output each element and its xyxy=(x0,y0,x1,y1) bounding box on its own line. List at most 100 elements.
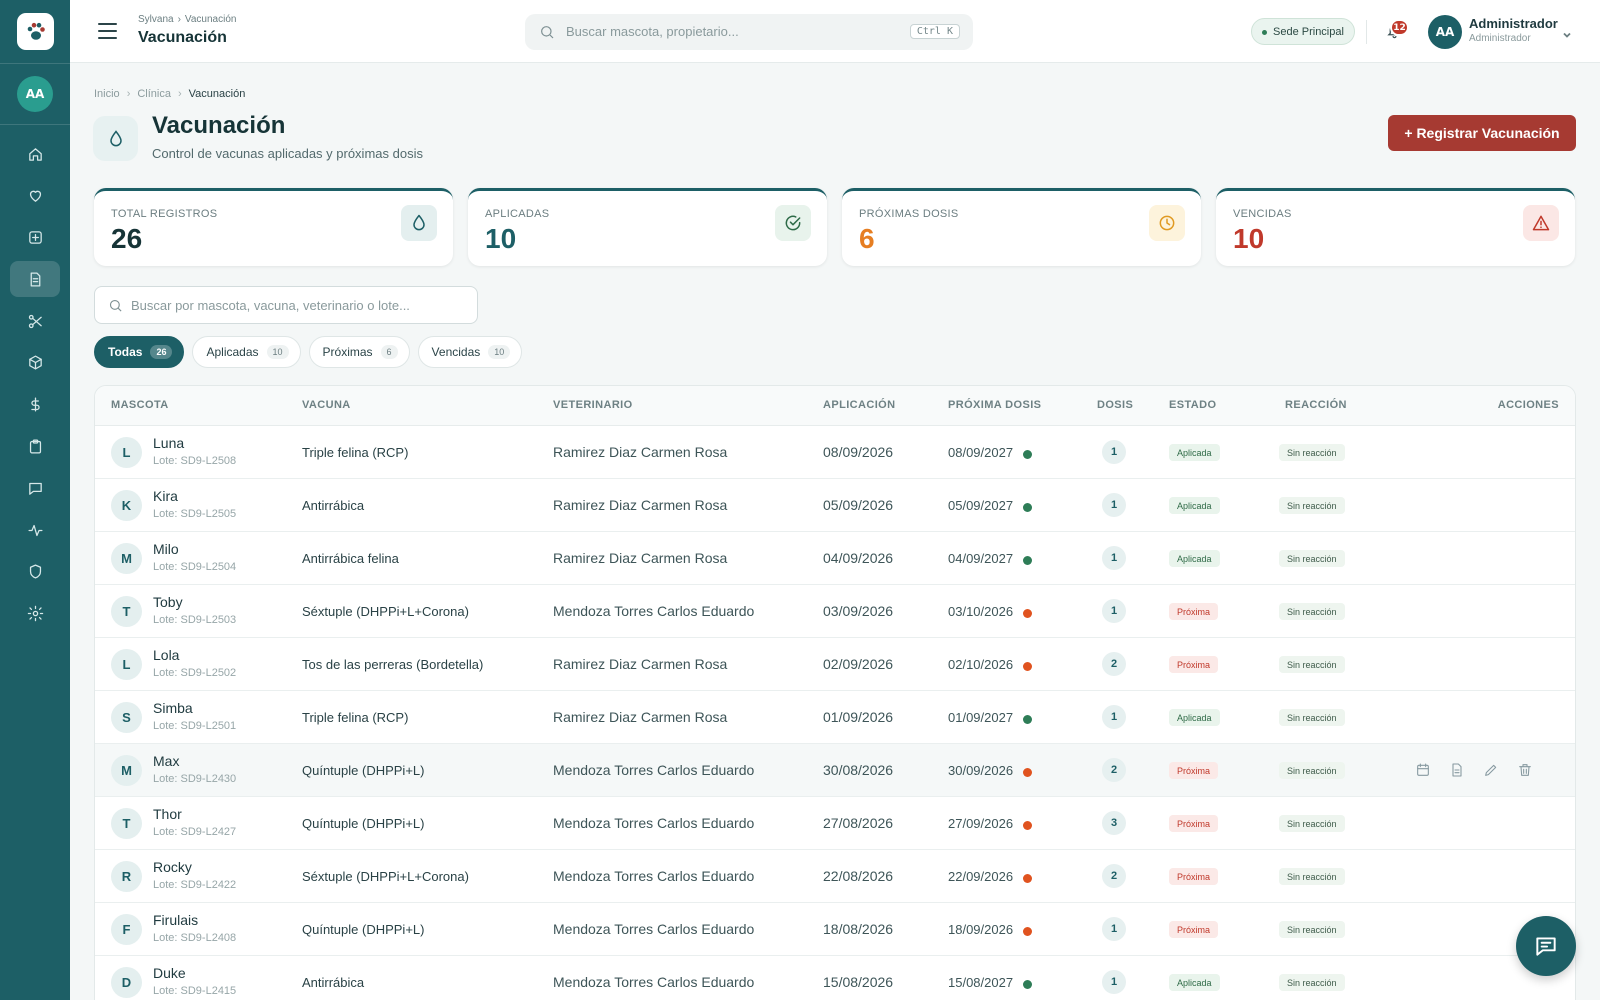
column-header[interactable]: PRÓXIMA DOSIS xyxy=(948,399,1042,411)
branch-selector[interactable]: Sede Principal xyxy=(1251,18,1355,45)
trash-icon[interactable] xyxy=(1517,762,1533,782)
top-breadcrumb-root[interactable]: Sylvana xyxy=(138,14,174,25)
application-date: 03/09/2026 xyxy=(823,603,894,619)
sidebar-item-gear[interactable] xyxy=(10,596,60,632)
stat-card: PRÓXIMAS DOSIS 6 xyxy=(842,188,1201,266)
shield-icon xyxy=(29,564,41,579)
chat-fab-button[interactable] xyxy=(1516,916,1576,976)
edit-icon[interactable] xyxy=(1483,762,1499,782)
pet-lote: Lote: SD9-L2502 xyxy=(153,667,237,679)
register-vaccination-button[interactable]: + Registrar Vacunación xyxy=(1388,115,1576,151)
column-header[interactable]: ESTADO xyxy=(1169,399,1217,411)
status-badge: Próxima xyxy=(1169,868,1219,885)
dose-number: 2 xyxy=(1102,652,1126,676)
pet-name[interactable]: Max xyxy=(153,753,180,769)
calendar-icon[interactable] xyxy=(1415,762,1431,782)
box-icon xyxy=(28,355,42,370)
table-row[interactable]: R Rocky Lote: SD9-L2422 Séxtuple (DHPPi+L+C… xyxy=(95,850,1575,903)
sidebar-item-document[interactable] xyxy=(10,261,60,298)
sidebar-item-clipboard[interactable] xyxy=(10,429,60,465)
sidebar-item-scissors[interactable] xyxy=(10,303,60,339)
breadcrumb-current: Vacunación xyxy=(188,88,246,100)
sidebar-item-dollar[interactable] xyxy=(10,387,60,423)
pet-name[interactable]: Thor xyxy=(153,806,182,822)
column-header[interactable]: VACUNA xyxy=(302,399,351,411)
table-row[interactable]: L Luna Lote: SD9-L2508 Triple felina (RCP) R… xyxy=(95,426,1575,479)
column-header[interactable]: REACCIÓN xyxy=(1285,399,1347,411)
table-row[interactable]: M Max Lote: SD9-L2430 Quíntuple (DHPPi+L) Me… xyxy=(95,744,1575,797)
filter-count-badge: 10 xyxy=(488,345,511,359)
pet-name[interactable]: Lola xyxy=(153,647,180,663)
filter-chip-todas[interactable]: Todas 26 xyxy=(94,336,185,368)
page-title: Vacunación xyxy=(152,112,286,139)
pet-name[interactable]: Toby xyxy=(153,594,183,610)
sidebar-item-medical-plus[interactable] xyxy=(10,220,60,256)
sidebar-divider xyxy=(0,124,70,125)
table-row[interactable]: M Milo Lote: SD9-L2504 Antirrábica felina Ra… xyxy=(95,532,1575,585)
sidebar-item-heart[interactable] xyxy=(10,178,60,214)
global-search-input[interactable]: Buscar mascota, propietario... Ctrl K xyxy=(525,14,973,50)
pet-name[interactable]: Firulais xyxy=(153,912,199,928)
vaccine-name: Séxtuple (DHPPi+L+Corona) xyxy=(302,604,469,619)
veterinarian-name: Ramirez Diaz Carmen Rosa xyxy=(553,497,728,513)
filter-count-badge: 10 xyxy=(266,345,289,359)
pet-name[interactable]: Luna xyxy=(153,435,185,451)
pet-name[interactable]: Simba xyxy=(153,700,193,716)
table-row[interactable]: S Simba Lote: SD9-L2501 Triple felina (RCP)… xyxy=(95,691,1575,744)
pet-name[interactable]: Rocky xyxy=(153,859,192,875)
pet-name[interactable]: Milo xyxy=(153,541,179,557)
breadcrumb-section[interactable]: Clínica xyxy=(137,88,171,100)
reaction-badge: Sin reacción xyxy=(1279,868,1345,885)
table-row[interactable]: D Duke Lote: SD9-L2415 Antirrábica Mendoza T… xyxy=(95,956,1575,1000)
pet-name[interactable]: Kira xyxy=(153,488,178,504)
filter-label: Próximas xyxy=(322,345,373,359)
stat-label: TOTAL REGISTROS xyxy=(111,208,218,220)
chevron-down-icon[interactable] xyxy=(1562,25,1572,38)
pet-lote: Lote: SD9-L2508 xyxy=(153,455,237,467)
next-dose-date: 01/09/2027 xyxy=(948,710,1014,725)
status-dot xyxy=(1023,980,1032,989)
sidebar-item-home[interactable] xyxy=(10,136,60,172)
reaction-badge: Sin reacción xyxy=(1279,550,1345,567)
file-icon[interactable] xyxy=(1449,762,1465,782)
next-dose-date: 22/09/2026 xyxy=(948,869,1014,884)
table-row[interactable]: T Toby Lote: SD9-L2503 Séxtuple (DHPPi+L+Co… xyxy=(95,585,1575,638)
table-row[interactable]: F Firulais Lote: SD9-L2408 Quíntuple (DHPPi… xyxy=(95,903,1575,956)
table-row[interactable]: L Lola Lote: SD9-L2502 Tos de las perreras … xyxy=(95,638,1575,691)
application-date: 05/09/2026 xyxy=(823,497,894,513)
sidebar-item-chat[interactable] xyxy=(10,470,60,506)
vaccine-name: Antirrábica felina xyxy=(302,551,399,566)
table-row[interactable]: K Kira Lote: SD9-L2505 Antirrábica Ramirez D… xyxy=(95,479,1575,532)
sidebar-item-box[interactable] xyxy=(10,345,60,381)
dose-number: 1 xyxy=(1102,546,1126,570)
menu-icon[interactable] xyxy=(98,23,117,39)
veterinarian-name: Mendoza Torres Carlos Eduardo xyxy=(553,603,755,619)
pet-name[interactable]: Duke xyxy=(153,965,186,981)
column-header[interactable]: APLICACIÓN xyxy=(823,399,896,411)
topbar-divider xyxy=(1366,20,1367,44)
column-header[interactable]: DOSIS xyxy=(1097,399,1134,411)
sidebar-avatar[interactable]: AA xyxy=(17,76,53,112)
breadcrumb-home[interactable]: Inicio xyxy=(94,88,120,100)
veterinarian-name: Mendoza Torres Carlos Eduardo xyxy=(553,762,755,778)
table-search-input[interactable] xyxy=(94,286,478,324)
user-avatar[interactable]: AA xyxy=(1428,15,1462,49)
veterinarian-name: Ramirez Diaz Carmen Rosa xyxy=(553,656,728,672)
row-actions xyxy=(1415,762,1533,782)
heart-icon xyxy=(29,191,41,203)
pet-avatar: T xyxy=(111,596,142,627)
column-header[interactable]: MASCOTA xyxy=(111,399,169,411)
paw-logo-icon[interactable] xyxy=(17,13,54,50)
vaccine-name: Tos de las perreras (Bordetella) xyxy=(302,657,484,672)
user-name[interactable]: Administrador xyxy=(1469,16,1558,31)
filter-chip-aplicadas[interactable]: Aplicadas 10 xyxy=(192,336,301,368)
table-search-field[interactable] xyxy=(131,287,471,323)
column-header[interactable]: VETERINARIO xyxy=(553,399,633,411)
user-role: Administrador xyxy=(1469,33,1531,44)
stat-card: APLICADAS 10 xyxy=(468,188,827,266)
table-row[interactable]: T Thor Lote: SD9-L2427 Quíntuple (DHPPi+L) M… xyxy=(95,797,1575,850)
filter-chip-próximas[interactable]: Próximas 6 xyxy=(308,336,410,368)
sidebar-item-activity[interactable] xyxy=(10,512,60,548)
sidebar-item-shield[interactable] xyxy=(10,554,60,590)
filter-chip-vencidas[interactable]: Vencidas 10 xyxy=(417,336,523,368)
